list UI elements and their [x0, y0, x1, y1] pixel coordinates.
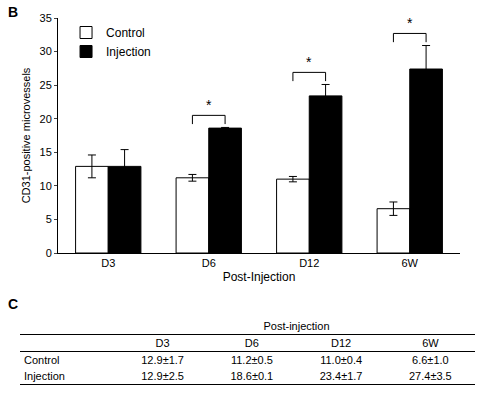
- html-text:12.9±1.7: 12.9±1.7: [141, 354, 184, 366]
- html-text:D6: D6: [244, 337, 259, 349]
- svg-text:CD31-positive microvessels: CD31-positive microvessels: [20, 67, 32, 203]
- html-text:11.2±0.5: 11.2±0.5: [230, 354, 273, 366]
- html-text:Control: Control: [24, 354, 60, 366]
- svg-text:25: 25: [40, 79, 52, 91]
- svg-text:5: 5: [46, 213, 52, 225]
- html-text:D3: D3: [155, 337, 170, 349]
- html-text:6W: 6W: [422, 337, 439, 349]
- html-text:C: C: [8, 296, 19, 312]
- svg-text:30: 30: [40, 45, 52, 57]
- html-text:6.6±1.0: 6.6±1.0: [412, 354, 449, 366]
- html-text:12.9±2.5: 12.9±2.5: [141, 370, 184, 382]
- html-text:D12: D12: [331, 337, 352, 349]
- svg-text:Post-Injection: Post-Injection: [223, 270, 296, 284]
- html-text:23.4±1.7: 23.4±1.7: [319, 370, 363, 382]
- html-text:27.4±3.5: 27.4±3.5: [409, 370, 452, 382]
- html-text:B: B: [8, 4, 19, 20]
- svg-text:*: *: [206, 97, 212, 113]
- svg-text:20: 20: [40, 113, 52, 125]
- svg-text:10: 10: [40, 180, 52, 192]
- svg-text:35: 35: [40, 12, 52, 24]
- svg-text:Control: Control: [106, 26, 145, 40]
- svg-text:*: *: [306, 54, 312, 70]
- svg-text:6W: 6W: [402, 257, 419, 269]
- svg-text:D6: D6: [202, 257, 216, 269]
- svg-text:Injection: Injection: [106, 45, 151, 59]
- svg-text:D12: D12: [299, 257, 319, 269]
- svg-text:*: *: [407, 15, 413, 31]
- html-text:11.0±0.4: 11.0±0.4: [320, 354, 363, 366]
- html-text:18.6±0.1: 18.6±0.1: [230, 370, 274, 382]
- svg-text:D3: D3: [101, 257, 115, 269]
- html-text:Post-injection: Post-injection: [263, 320, 330, 332]
- svg-text:15: 15: [40, 146, 52, 158]
- html-text:Injection: Injection: [24, 370, 65, 382]
- svg-text:0: 0: [46, 247, 52, 259]
